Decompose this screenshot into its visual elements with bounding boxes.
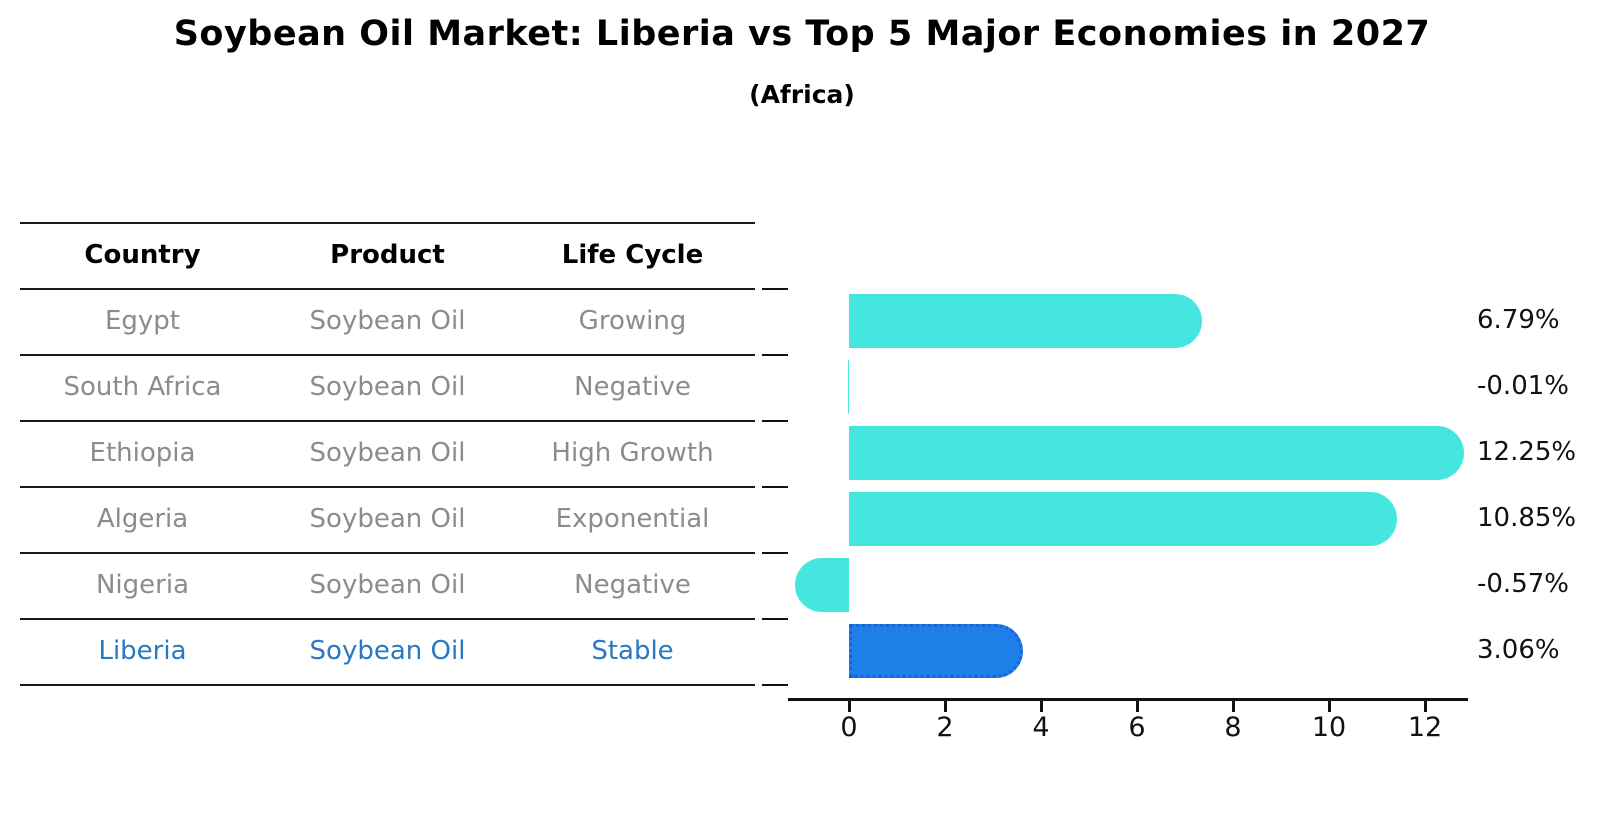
cell-product: Soybean Oil <box>309 636 466 666</box>
bar-nigeria <box>794 558 849 612</box>
x-axis-line <box>788 698 1468 701</box>
cell-life-cycle: High Growth <box>551 438 714 468</box>
table-row: Ethiopia Soybean Oil High Growth <box>20 420 755 486</box>
y-tick <box>762 552 788 554</box>
header-life-cycle: Life Cycle <box>561 240 704 270</box>
x-tick <box>847 701 851 712</box>
cell-country: Liberia <box>98 636 187 666</box>
y-tick <box>762 486 788 488</box>
table-line <box>20 354 755 356</box>
x-tick-label: 0 <box>840 712 858 743</box>
bar-liberia <box>849 624 1023 678</box>
cell-country: Algeria <box>96 504 189 534</box>
value-label-nigeria: -0.57% <box>1477 569 1569 599</box>
value-label-algeria: 10.85% <box>1477 503 1577 533</box>
table-line <box>20 684 755 686</box>
header-product: Product <box>330 240 445 270</box>
value-label-liberia: 3.06% <box>1477 635 1560 665</box>
y-tick <box>762 288 788 290</box>
table-row: Nigeria Soybean Oil Negative <box>20 552 755 618</box>
cell-product: Soybean Oil <box>309 372 466 402</box>
x-tick <box>943 701 947 712</box>
x-tick-label: 4 <box>1032 712 1050 743</box>
x-tick <box>1423 701 1427 712</box>
value-label-south-africa: -0.01% <box>1477 371 1569 401</box>
y-tick <box>762 354 788 356</box>
cell-product: Soybean Oil <box>309 570 466 600</box>
table-row: Algeria Soybean Oil Exponential <box>20 486 755 552</box>
y-tick <box>762 420 788 422</box>
cell-life-cycle: Stable <box>591 636 674 666</box>
table-header-row: Country Product Life Cycle <box>20 222 755 288</box>
table-row: Liberia Soybean Oil Stable <box>20 618 755 684</box>
x-tick-label: 12 <box>1407 712 1443 743</box>
chart-subtitle: (Africa) <box>749 80 855 109</box>
cell-country: Ethiopia <box>89 438 196 468</box>
cell-life-cycle: Negative <box>574 372 691 402</box>
table-line <box>20 618 755 620</box>
y-tick <box>762 618 788 620</box>
bar-south-africa <box>848 360 849 414</box>
x-tick <box>1039 701 1043 712</box>
table-line <box>20 486 755 488</box>
bar-algeria <box>849 492 1397 546</box>
chart-title: Soybean Oil Market: Liberia vs Top 5 Maj… <box>173 14 1431 54</box>
x-tick-label: 8 <box>1224 712 1242 743</box>
table-line <box>20 288 755 290</box>
x-tick <box>1135 701 1139 712</box>
table-line <box>20 222 755 224</box>
cell-life-cycle: Growing <box>578 306 687 336</box>
table-row: South Africa Soybean Oil Negative <box>20 354 755 420</box>
cell-product: Soybean Oil <box>309 306 466 336</box>
cell-life-cycle: Exponential <box>555 504 710 534</box>
value-label-egypt: 6.79% <box>1477 305 1560 335</box>
x-tick-label: 10 <box>1311 712 1347 743</box>
x-tick-label: 6 <box>1128 712 1146 743</box>
cell-life-cycle: Negative <box>574 570 691 600</box>
cell-product: Soybean Oil <box>309 504 466 534</box>
bar-egypt <box>849 294 1202 348</box>
cell-product: Soybean Oil <box>309 438 466 468</box>
cell-country: Nigeria <box>95 570 190 600</box>
y-tick <box>762 684 788 686</box>
cell-country: Egypt <box>104 306 181 336</box>
value-label-ethiopia: 12.25% <box>1477 437 1577 467</box>
table-line <box>20 420 755 422</box>
bar-ethiopia <box>849 426 1464 480</box>
x-tick <box>1327 701 1331 712</box>
table-line <box>20 552 755 554</box>
table-row: Egypt Soybean Oil Growing <box>20 288 755 354</box>
x-tick-label: 2 <box>936 712 954 743</box>
header-country: Country <box>84 240 201 270</box>
cell-country: South Africa <box>63 372 222 402</box>
x-tick <box>1231 701 1235 712</box>
